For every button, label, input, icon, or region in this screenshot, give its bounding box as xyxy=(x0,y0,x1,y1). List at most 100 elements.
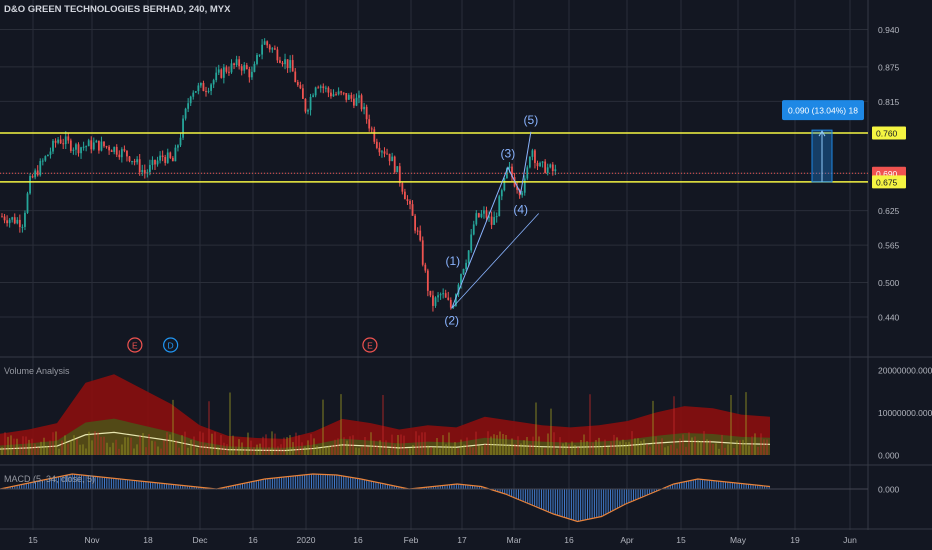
event-marker-label: E xyxy=(367,341,373,351)
x-tick-label: Mar xyxy=(507,535,522,545)
price-tag xyxy=(872,126,906,140)
candle-body xyxy=(182,118,184,138)
candle-body xyxy=(3,216,6,221)
candle-body xyxy=(105,146,108,148)
candle-body xyxy=(549,164,552,168)
candle-body xyxy=(98,140,100,151)
candle-body xyxy=(541,161,544,163)
measure-arrow-head xyxy=(818,130,826,137)
candle-body xyxy=(54,140,57,143)
candle-body xyxy=(391,156,394,162)
candle-body xyxy=(383,151,386,154)
x-tick-label: Dec xyxy=(192,535,208,545)
candle-body xyxy=(302,88,304,99)
candle-body xyxy=(177,145,179,148)
candle-body xyxy=(113,146,116,152)
candle-body xyxy=(276,49,279,61)
x-tick-label: 2020 xyxy=(297,535,316,545)
candle-body xyxy=(398,166,401,184)
candle-body xyxy=(92,142,95,150)
candle-body xyxy=(72,149,75,151)
wave-label: (3) xyxy=(501,147,516,161)
candle-body xyxy=(11,217,14,220)
candle-body xyxy=(539,162,541,167)
candle-body xyxy=(24,212,26,227)
candle-body xyxy=(386,153,388,155)
candle-body xyxy=(429,290,432,296)
candle-body xyxy=(406,199,409,201)
candle-body xyxy=(256,55,258,64)
event-marker-label: E xyxy=(132,341,138,351)
candle-body xyxy=(375,141,378,148)
candle-body xyxy=(360,95,363,110)
candle-body xyxy=(26,193,29,213)
candle-body xyxy=(419,230,422,241)
x-tick-label: 15 xyxy=(676,535,686,545)
wave-path xyxy=(451,131,532,309)
event-marker-badge xyxy=(163,337,179,353)
candle-body xyxy=(424,264,427,271)
candle-body xyxy=(495,216,498,218)
candle-body xyxy=(324,87,327,89)
candle-body xyxy=(138,159,141,172)
candle-body xyxy=(126,150,128,157)
price-candles xyxy=(1,38,557,312)
candle-body xyxy=(411,204,414,216)
candle-body xyxy=(490,216,493,225)
candle-body xyxy=(480,213,483,218)
event-marker-label: D xyxy=(168,341,174,351)
candle-body xyxy=(462,269,465,275)
candle-body xyxy=(200,82,202,86)
candle-body xyxy=(18,219,21,228)
event-marker-badge xyxy=(362,337,378,353)
candle-body xyxy=(205,91,207,93)
candle-body xyxy=(156,160,159,165)
candle-body xyxy=(194,91,197,93)
volume-average-line xyxy=(0,431,771,452)
candle-body xyxy=(266,41,269,46)
candle-body xyxy=(526,167,529,179)
candle-body xyxy=(365,106,368,120)
candle-body xyxy=(307,110,309,112)
price-tag-label: 0.760 xyxy=(876,129,898,139)
candle-body xyxy=(44,156,47,161)
price-tag-label: 0.675 xyxy=(876,177,898,187)
candle-body xyxy=(330,92,332,97)
candle-body xyxy=(350,95,353,99)
candle-body xyxy=(6,220,8,224)
candle-body xyxy=(378,147,381,153)
x-tick-label: 17 xyxy=(457,535,467,545)
candle-body xyxy=(449,299,452,308)
candle-body xyxy=(115,146,118,155)
x-tick-label: May xyxy=(730,535,747,545)
candle-body xyxy=(243,65,246,71)
candle-body xyxy=(77,144,80,154)
candle-body xyxy=(248,69,251,78)
measure-label: 0.090 (13.04%) 18 xyxy=(788,106,858,116)
candle-body xyxy=(284,59,286,65)
candle-body xyxy=(347,95,350,100)
candle-body xyxy=(263,41,266,45)
macd-panel xyxy=(0,473,868,523)
candle-body xyxy=(39,161,42,176)
candle-body xyxy=(233,63,235,66)
candle-body xyxy=(108,146,110,151)
x-tick-label: 18 xyxy=(143,535,153,545)
candle-body xyxy=(67,136,70,141)
elliott-wave-drawing[interactable]: (2) (3) (4) (5) (1) xyxy=(444,113,539,328)
candle-body xyxy=(82,146,85,148)
x-tick-label: Feb xyxy=(404,535,419,545)
candle-body xyxy=(184,108,187,119)
candle-body xyxy=(467,250,470,263)
candle-body xyxy=(110,150,113,152)
candle-body xyxy=(477,213,480,218)
candle-body xyxy=(166,152,169,163)
candle-body xyxy=(340,91,343,93)
x-tick-label: 16 xyxy=(564,535,574,545)
candle-body xyxy=(434,297,437,306)
candle-body xyxy=(546,167,549,173)
price-range-measure[interactable]: 0.090 (13.04%) 18 xyxy=(782,100,864,183)
